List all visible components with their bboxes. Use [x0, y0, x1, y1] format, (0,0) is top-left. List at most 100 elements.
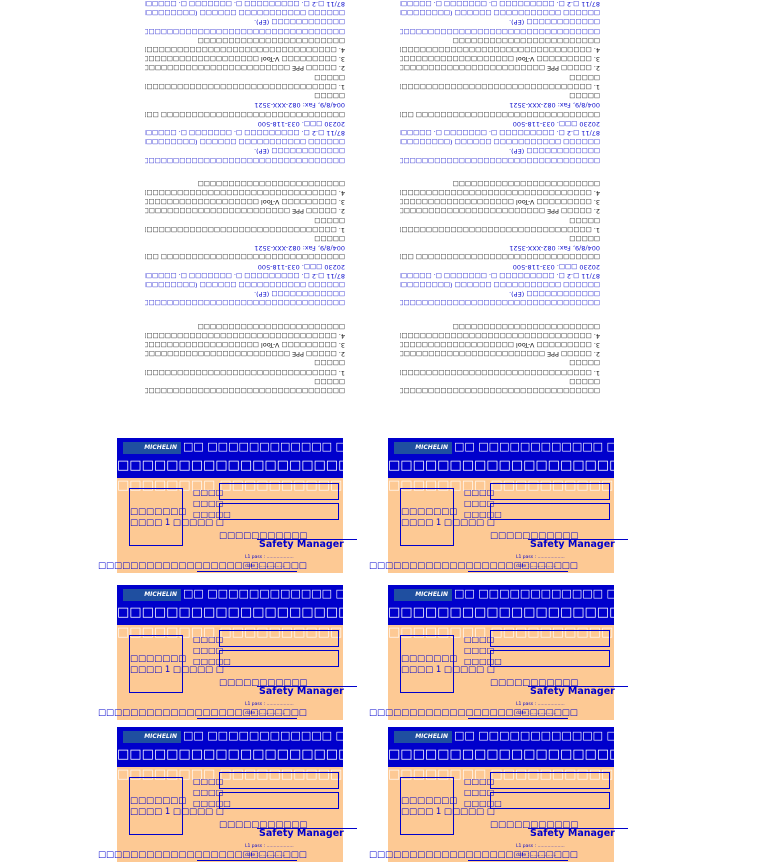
back-line: 1. □□□□□□□□□□□□□□□□□□□□□□□□□□□□□□□□□□□□□… — [145, 225, 345, 234]
footer-line — [197, 718, 297, 719]
photo-text: □□□□□□□ — [130, 796, 187, 806]
footer-text: □□□□□□□□□□□□□□□□□□□□□□□□□□ — [369, 561, 578, 571]
photo-text: □□□□ 1 □□□□□ □ — [401, 518, 495, 528]
field-box — [490, 650, 610, 667]
back-line: □□□□□ — [314, 377, 345, 386]
back-column: □□□□□□□□□□□□□□□□□□□□□□□□□□□□□□□□□□□□□□□□… — [400, 0, 600, 395]
back-line: □□□□□□□□□□□□ (EP). — [509, 147, 600, 156]
back-line: 4. □□□□□□□□□□□□□□□□□□□□□□□□□□□□□□□□□□□□□… — [400, 46, 600, 55]
back-line: 3. □□□□□□□□□ V-Tool □□□□□□□□□□□□□□□□□□□□… — [400, 340, 600, 349]
footer-line — [468, 718, 568, 719]
back-line: 3. □□□□□□□□□ V-Tool □□□□□□□□□□□□□□□□□□□□… — [400, 55, 600, 64]
back-line: □□□□□□□□□□□□□□□□□□□□□□□□□□□□□□□□□□□□□□□□… — [400, 156, 600, 165]
back-line: 87/11 □.2 □. □□□□□□□□□ □. □□□□□□□ □. □□□… — [145, 271, 345, 280]
back-line: □□□□□□ □□□□□□□□□□□ □□□□□□ (□□□□□□□□□) — [145, 280, 345, 289]
back-line: 20230 □□□. 033-118-500 — [257, 119, 345, 128]
back-line: □□□□□ — [314, 359, 345, 368]
back-line: 20230 □□□. 033-118-500 — [512, 119, 600, 128]
field-box — [490, 772, 610, 789]
card-title: □□□□□□□□□□□□□□□□□□□□□□□□□□□□□□□ — [388, 458, 614, 473]
back-block: □□□□□□□□□□□□□□□□□□□□□□□□□□□□□□□□□□□□□□□□… — [145, 0, 345, 165]
field-label: □□□□ — [464, 777, 495, 786]
back-line: □□□□□□□□□□□□□□□□□□□□□□□□□□□□□□□□□□□□□□□□… — [400, 299, 600, 308]
back-line: 004/8/9, Fax: 082-XXX-3521 — [254, 101, 345, 110]
field-label: □□□□ — [193, 777, 224, 786]
back-line: □□□□□□ □□□□□□□□□□□ □□□□□□ (□□□□□□□□□) — [400, 138, 600, 147]
back-line: □□□□□□□□□□□□□□□□□□□□□□□□□□□□□□□□□□□□□□□□… — [145, 27, 345, 36]
back-line: □□□□□□ □□□□□□□□□□□ □□□□□□ (□□□□□□□□□) — [400, 9, 600, 18]
small-text: L1 pass : ................... — [516, 555, 565, 560]
photo-text: □□□□ 1 □□□□□ □ — [130, 518, 224, 528]
signature-line — [257, 828, 357, 829]
back-block: □□□□□□□□□□□□□□□□□□□□□□□□□□□□□□□□□□□□□□□□… — [145, 179, 345, 308]
photo-text: □□□□ 1 □□□□□ □ — [401, 665, 495, 675]
card-header: MICHELIN□□ □□□□□□□□□□□□ □□□□□□□ (□□□□ □□□… — [117, 727, 343, 767]
back-line: □□□□□□□□□□□□□□□□□□□□□□□□□□□□□□□□□□□□□□□□… — [145, 156, 345, 165]
back-line: □□□□□□□□□□□□ (EP). — [254, 290, 345, 299]
photo-text: □□□□□□□ — [401, 796, 458, 806]
back-line: 87/11 □.2 □. □□□□□□□□□ □. □□□□□□□ □. □□□… — [400, 128, 600, 137]
photo-box: □□□□□□□ □□□□ 1 □□□□□ □ — [400, 635, 495, 693]
back-line: □□□□□□□□□□□□□□□□□□□□□□□□□□□□□□□□□□□□□□□□… — [145, 299, 345, 308]
card-subtitle: □□□□□□□□ □□□□□□□□□□□□□□□□□□□□□□ — [388, 767, 761, 782]
signature-label: □□□□□□□□□□□ — [490, 531, 579, 541]
back-line: 004/8/9, Fax: 082-XXX-3521 — [509, 101, 600, 110]
back-line: □□□□□□□□□□□□□□□□□□□□□□□□ — [452, 36, 600, 45]
back-line: □□□□□□□□□□□□ (EP). — [254, 147, 345, 156]
header-text: □□ □□□□□□□□□□□□ □□□□□□□ (□□□□ — [183, 729, 343, 742]
field-box — [219, 483, 339, 500]
back-line: 87/11 □.2 □. □□□□□□□□□ □. □□□□□□□ □. □□□… — [400, 0, 600, 9]
back-line: □□□□□□□□□□□□□□□□□□□□□□□□□□□□□□ □□□. 081- — [400, 110, 600, 119]
field-label: □□□□ — [193, 646, 224, 655]
role: Safety Manager — [259, 539, 344, 550]
footer-text: □□□□□□□□□□□□□□□□□□□□□□□□□□ — [369, 850, 578, 860]
back-line: □□□□□ — [569, 377, 600, 386]
field-box — [490, 630, 610, 647]
footer-line — [197, 571, 297, 572]
signature-line — [257, 686, 357, 687]
back-line: 2. □□□□□ PPE □□□□□□□□□□□□□□□□□□□□□□□□□□□… — [145, 350, 345, 359]
back-block: □□□□□□□□□□□□□□□□□□□□□□□□□□□□□□□□□□□□□□□□… — [400, 321, 600, 395]
footer-line — [468, 571, 568, 572]
footer-text: □□□□□□□□□□□□□□□□□□□□□□□□□□ — [369, 708, 578, 718]
back-block: □□□□□□□□□□□□□□□□□□□□□□□□□□□□□□□□□□□□□□□□… — [145, 321, 345, 395]
back-line: 1. □□□□□□□□□□□□□□□□□□□□□□□□□□□□□□□□□□□□□… — [145, 82, 345, 91]
small-text: date : .................. — [245, 853, 286, 858]
back-line: □□□□□ — [314, 234, 345, 243]
back-line: □□□□□□□□□□□□ (EP). — [509, 290, 600, 299]
back-line: □□□□□□□□□□□□ (EP). — [254, 18, 345, 27]
field-box — [219, 772, 339, 789]
back-line: □□□□□ — [569, 216, 600, 225]
back-line: 1. □□□□□□□□□□□□□□□□□□□□□□□□□□□□□□□□□□□□□… — [400, 368, 600, 377]
field-label: □□□□□ — [193, 657, 231, 666]
role: Safety Manager — [530, 828, 615, 839]
card-header: MICHELIN□□ □□□□□□□□□□□□ □□□□□□□ (□□□□ □□□… — [388, 438, 614, 478]
field-box — [219, 792, 339, 809]
small-text: date : .................. — [245, 711, 286, 716]
badge-card: MICHELIN□□ □□□□□□□□□□□□ □□□□□□□ (□□□□□□□… — [98, 585, 490, 720]
back-line: □□□□□□□□□□□□□□□□□□□□□□□□□□□□□□ □□□. 081- — [145, 110, 345, 119]
field-label: □□□□ — [464, 488, 495, 497]
back-line: □□□□□ — [569, 234, 600, 243]
back-line: 2. □□□□□ PPE □□□□□□□□□□□□□□□□□□□□□□□□□□□… — [400, 207, 600, 216]
back-line: 4. □□□□□□□□□□□□□□□□□□□□□□□□□□□□□□□□□□□□□… — [145, 46, 345, 55]
back-line: 004/8/9, Fax: 082-XXX-3521 — [509, 244, 600, 253]
back-line: 4. □□□□□□□□□□□□□□□□□□□□□□□□□□□□□□□□□□□□□… — [400, 188, 600, 197]
photo-text: □□□□ 1 □□□□□ □ — [130, 807, 224, 817]
back-line: 3. □□□□□□□□□ V-Tool □□□□□□□□□□□□□□□□□□□□… — [145, 340, 345, 349]
badge-card: MICHELIN□□ □□□□□□□□□□□□ □□□□□□□ (□□□□□□□… — [369, 585, 761, 720]
footer-line — [468, 860, 568, 861]
logo: MICHELIN — [394, 442, 452, 454]
back-line: 4. □□□□□□□□□□□□□□□□□□□□□□□□□□□□□□□□□□□□□… — [145, 188, 345, 197]
logo: MICHELIN — [123, 731, 181, 743]
field-label: □□□□□ — [464, 657, 502, 666]
header-text: □□ □□□□□□□□□□□□ □□□□□□□ (□□□□ — [183, 440, 343, 453]
back-line: 1. □□□□□□□□□□□□□□□□□□□□□□□□□□□□□□□□□□□□□… — [145, 368, 345, 377]
role: Safety Manager — [259, 686, 344, 697]
photo-text: □□□□□□□ — [130, 507, 187, 517]
field-box — [490, 792, 610, 809]
back-line: □□□□□□□□□□□□□□□□□□□□□□□□ — [197, 179, 345, 188]
small-text: date : .................. — [516, 711, 557, 716]
back-line: □□□□□ — [314, 92, 345, 101]
